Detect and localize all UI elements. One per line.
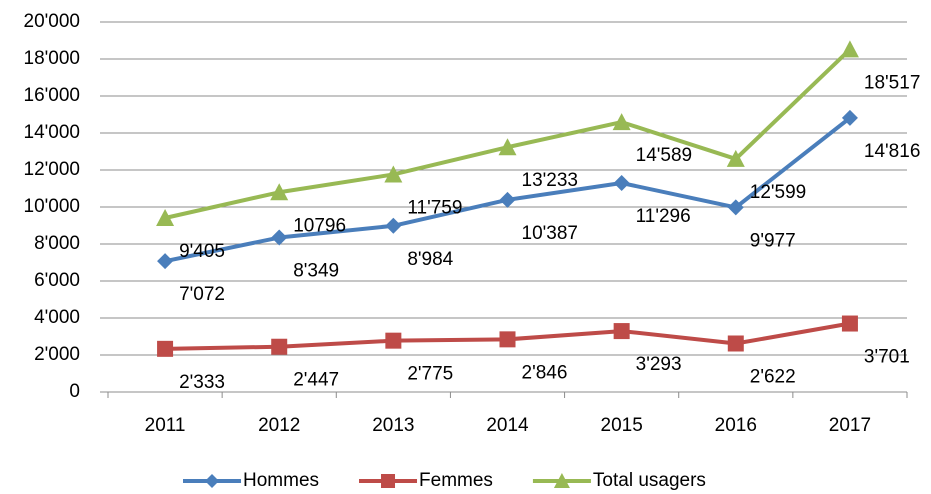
marker [613,175,630,192]
marker [157,253,174,270]
marker [270,183,289,201]
marker [385,217,402,234]
y-tick-label: 4'000 [34,307,80,328]
data-label: 10796 [293,215,346,236]
marker [840,40,859,58]
marker [271,229,288,246]
marker [498,138,517,156]
marker [727,199,744,216]
data-label: 14'816 [864,141,920,162]
x-tick-label: 2015 [601,415,643,436]
data-label: 3'701 [864,347,910,368]
data-label: 2'622 [750,367,796,388]
data-label: 2'846 [522,362,568,383]
marker [553,473,570,488]
marker [841,109,858,126]
data-label: 13'233 [522,170,578,191]
marker [499,331,516,348]
x-tick-label: 2017 [829,415,871,436]
marker [499,191,516,208]
x-tick-label: 2013 [372,415,414,436]
data-label: 3'293 [636,354,682,375]
legend-label: Hommes [243,470,319,491]
legend-label: Total usagers [593,470,706,491]
y-tick-label: 2'000 [34,344,80,365]
data-label: 11'759 [407,197,462,218]
y-tick-label: 16'000 [24,85,80,106]
data-label: 14'589 [636,145,692,166]
y-tick-label: 6'000 [34,270,80,291]
data-label: 2'447 [293,370,339,391]
data-label: 2'775 [407,364,453,385]
data-label: 7'072 [179,284,225,305]
data-label: 12'599 [750,182,806,203]
x-tick-label: 2014 [486,415,529,436]
legend-label: Femmes [419,470,493,491]
data-label: 11'296 [636,206,691,227]
data-label: 8'349 [293,261,339,282]
y-tick-label: 12'000 [24,159,80,180]
marker [612,113,631,131]
y-tick-label: 8'000 [34,233,80,254]
x-tick-label: 2016 [715,415,757,436]
data-label: 9'405 [179,241,225,262]
x-tick-label: 2012 [258,415,300,436]
data-label: 2'333 [179,372,225,393]
marker [271,338,288,355]
marker [841,315,858,332]
data-label: 18'517 [864,72,920,93]
x-tick-label: 2011 [145,415,186,436]
marker [613,323,630,340]
marker [157,340,174,357]
marker [205,474,219,488]
y-tick-label: 0 [69,381,80,402]
data-label: 9'977 [750,230,796,251]
marker [385,332,402,349]
marker [726,149,745,167]
y-tick-label: 20'000 [24,11,80,32]
data-label: 10'387 [522,223,578,244]
marker [727,335,744,352]
y-tick-label: 14'000 [24,122,80,143]
marker [156,209,175,227]
marker [381,474,396,488]
y-tick-label: 18'000 [24,48,80,69]
marker [384,165,403,183]
data-label: 8'984 [407,249,453,270]
y-tick-label: 10'000 [24,196,80,217]
